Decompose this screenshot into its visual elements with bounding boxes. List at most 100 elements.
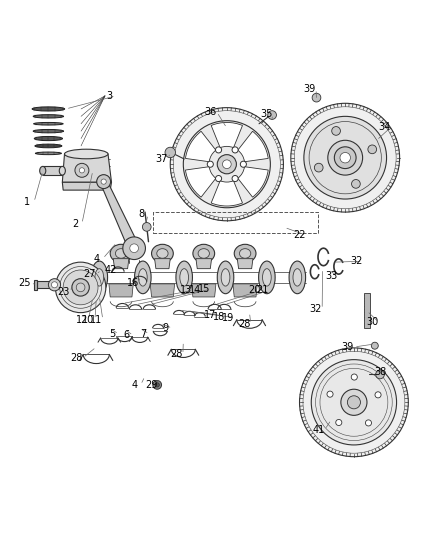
Circle shape [351,374,357,380]
Text: 3: 3 [106,91,113,101]
Text: 39: 39 [304,84,316,94]
Ellipse shape [258,261,275,294]
Ellipse shape [157,249,168,258]
Text: 38: 38 [375,367,387,377]
Text: 32: 32 [309,304,322,314]
Ellipse shape [240,249,251,258]
Polygon shape [364,294,370,328]
Ellipse shape [176,261,192,294]
Polygon shape [62,154,112,182]
Ellipse shape [64,149,108,159]
Text: 19: 19 [223,313,235,323]
Circle shape [291,103,399,212]
Polygon shape [233,284,257,297]
Text: 8: 8 [138,209,145,219]
Circle shape [76,283,85,292]
Circle shape [153,381,162,389]
Text: 34: 34 [378,122,391,132]
Text: 27: 27 [83,269,95,279]
Ellipse shape [221,269,230,286]
Polygon shape [237,259,253,269]
Circle shape [268,111,276,119]
Circle shape [232,147,238,153]
Circle shape [232,175,238,182]
Polygon shape [62,182,112,190]
Circle shape [207,161,213,167]
Circle shape [130,244,138,253]
Circle shape [79,168,85,173]
Polygon shape [109,284,133,297]
Circle shape [375,392,381,398]
Text: 28: 28 [170,350,183,359]
Text: 25: 25 [18,278,30,288]
Circle shape [311,360,396,445]
Circle shape [217,155,237,174]
Ellipse shape [138,269,147,286]
Circle shape [336,419,342,425]
Circle shape [312,93,321,102]
Text: 33: 33 [325,271,337,281]
Circle shape [97,175,111,189]
Circle shape [165,147,176,158]
Text: 36: 36 [204,107,216,117]
Circle shape [341,389,367,415]
Circle shape [327,391,333,397]
Polygon shape [43,166,62,175]
Ellipse shape [193,244,215,263]
Ellipse shape [32,107,65,111]
Text: 28: 28 [238,319,251,329]
Text: 17: 17 [204,310,216,320]
Text: 30: 30 [366,317,378,327]
Ellipse shape [35,152,61,155]
Ellipse shape [95,269,104,286]
Circle shape [63,270,98,305]
Circle shape [142,223,151,231]
Circle shape [300,348,408,457]
Text: 5: 5 [109,329,116,339]
Ellipse shape [33,130,64,133]
Circle shape [123,237,145,260]
Polygon shape [100,182,140,248]
Text: 42: 42 [105,265,117,275]
Text: 14: 14 [189,286,201,295]
Wedge shape [185,167,216,197]
Ellipse shape [152,244,173,263]
Circle shape [184,120,270,208]
Ellipse shape [59,166,65,175]
Text: 41: 41 [312,425,325,435]
Wedge shape [211,181,243,206]
Wedge shape [238,131,268,161]
Text: 39: 39 [341,342,353,352]
Ellipse shape [110,244,132,263]
Ellipse shape [289,261,306,294]
Polygon shape [34,279,37,290]
Ellipse shape [34,136,63,141]
Polygon shape [196,259,212,269]
Circle shape [352,180,360,188]
Ellipse shape [116,249,127,258]
Circle shape [223,160,231,168]
Polygon shape [37,281,54,288]
Wedge shape [185,131,216,161]
Circle shape [215,147,222,153]
Text: 32: 32 [350,256,362,266]
Text: 6: 6 [124,330,130,340]
Circle shape [155,383,159,387]
Text: 13: 13 [180,286,192,295]
Polygon shape [155,259,170,269]
Text: 9: 9 [163,324,169,333]
Text: 18: 18 [213,312,225,321]
Circle shape [328,140,363,175]
Polygon shape [113,259,129,269]
Wedge shape [238,167,268,197]
Circle shape [240,161,247,167]
Ellipse shape [91,261,108,294]
Text: 15: 15 [198,284,210,294]
Text: 20: 20 [248,286,261,295]
Circle shape [48,279,60,291]
Ellipse shape [134,261,151,294]
Circle shape [304,116,387,199]
Text: 10: 10 [82,314,95,325]
Circle shape [55,262,106,313]
Ellipse shape [33,115,64,118]
